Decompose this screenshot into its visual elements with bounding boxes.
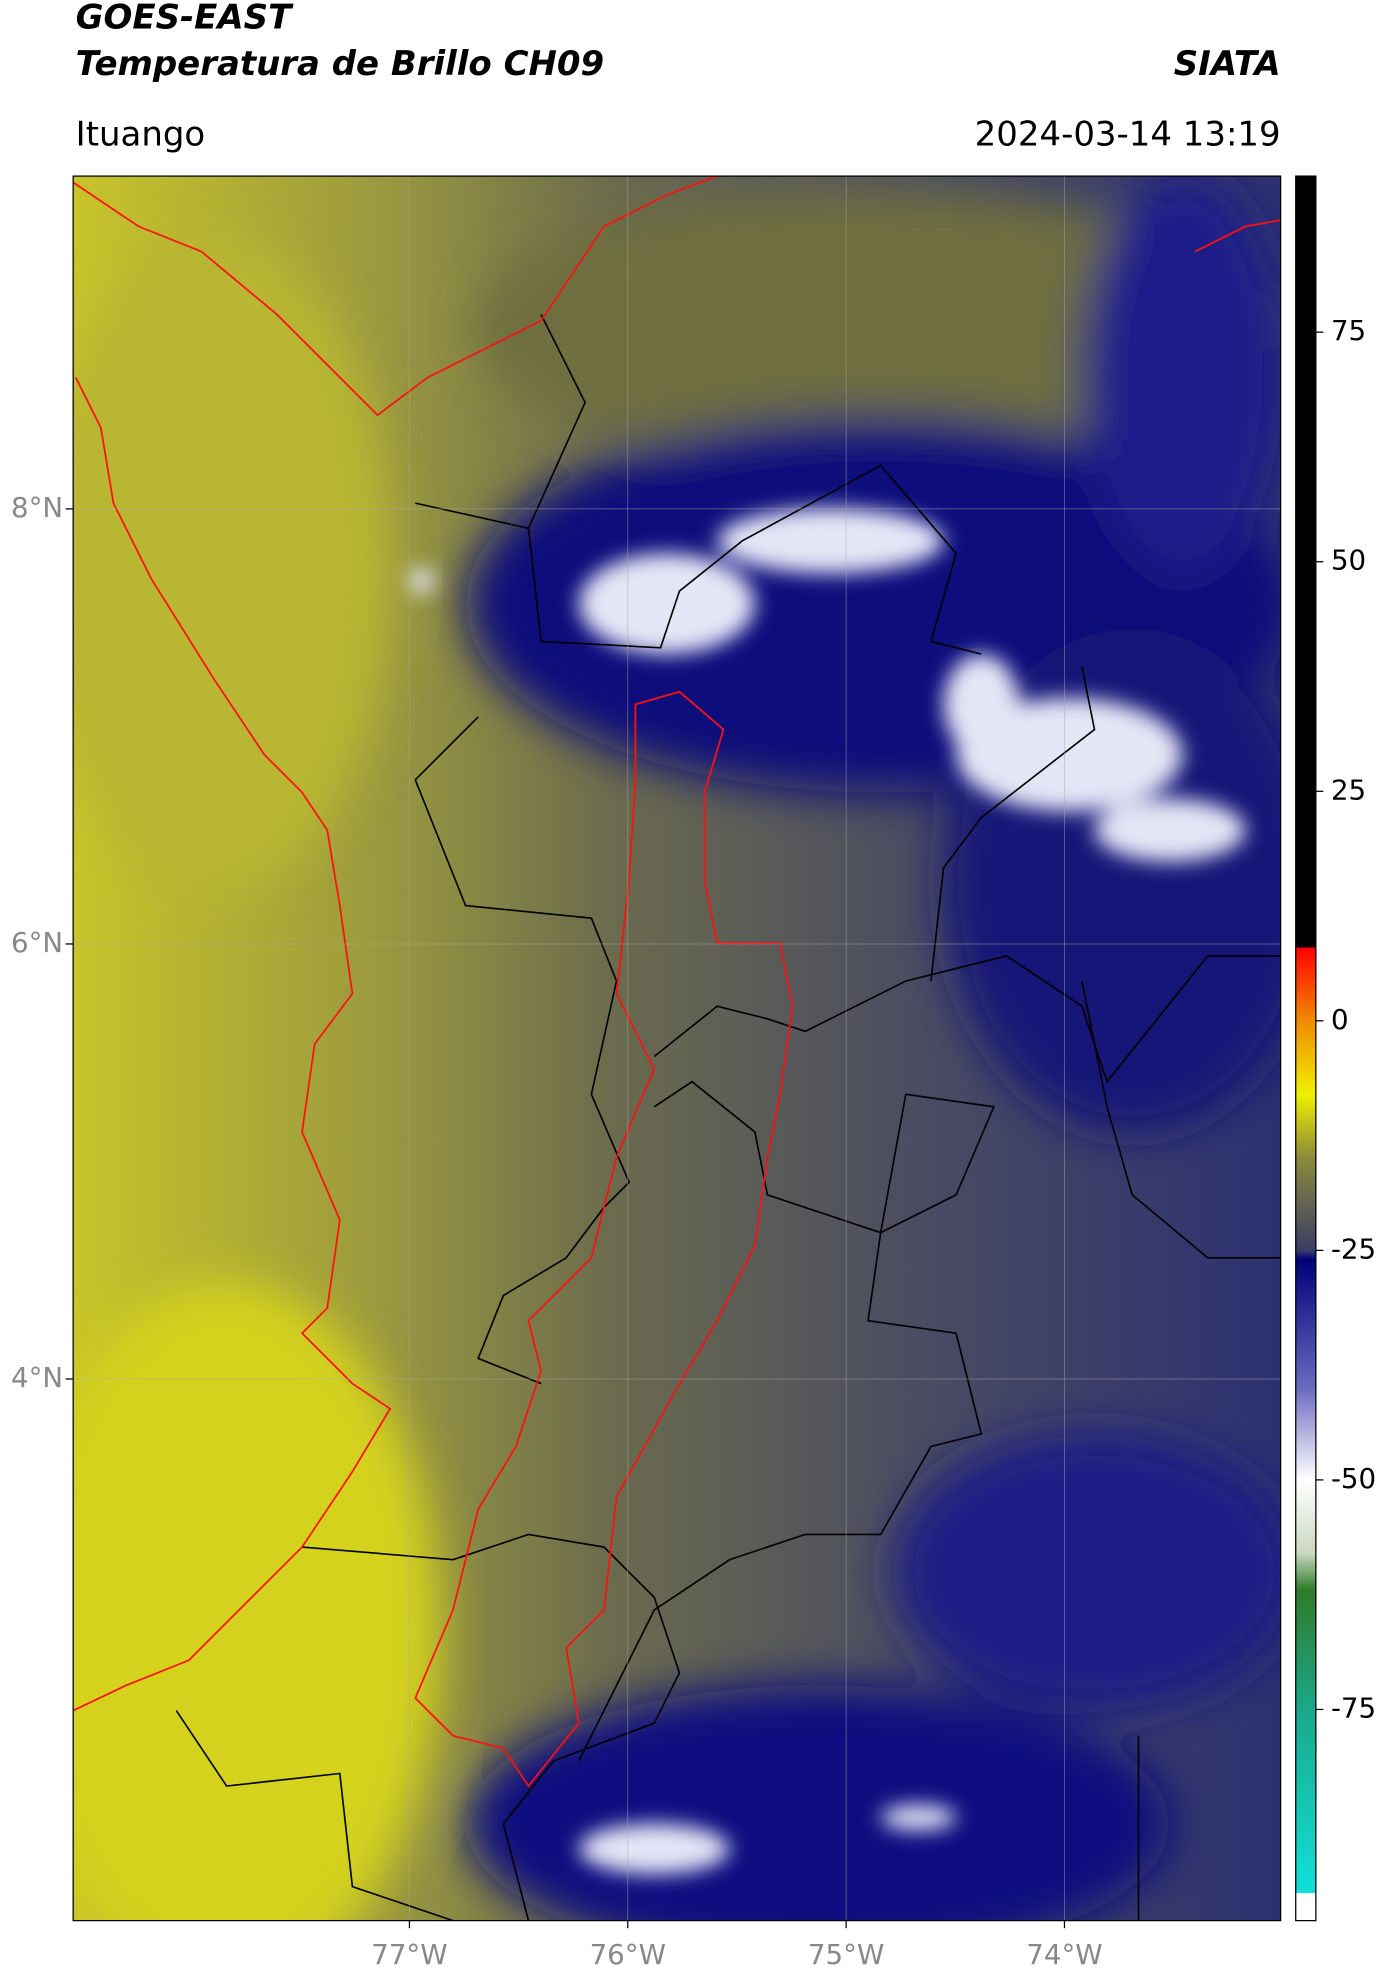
colorbar-tick-label: 75 (1331, 314, 1366, 347)
map-image (73, 176, 1281, 1921)
colorbar-scale (1295, 176, 1316, 1921)
y-tick-label: 6°N (11, 926, 63, 959)
colorbar: 75 50 25 0 -25 -50 -75 (1295, 176, 1376, 1921)
colorbar-tick-label: -50 (1331, 1462, 1376, 1495)
y-tick-label: 4°N (11, 1361, 63, 1394)
subtitle: Temperatura de Brillo CH09 (76, 44, 604, 84)
location: Ituango (76, 114, 206, 154)
x-tick-label: 76°W (590, 1938, 666, 1971)
source: SIATA (1174, 44, 1281, 84)
colorbar-tick-label: 0 (1331, 1003, 1349, 1036)
colorbar-tick-label: -25 (1331, 1232, 1376, 1265)
x-tick-label: 77°W (371, 1938, 447, 1971)
map-frame (72, 175, 1282, 1922)
colorbar-tick-label: 25 (1331, 773, 1366, 806)
x-tick-label: 75°W (808, 1938, 884, 1971)
grid (73, 176, 1281, 1921)
colorbar-tick-label: -75 (1331, 1691, 1376, 1724)
y-tick-label: 8°N (11, 491, 63, 524)
title: GOES-EAST (76, 0, 294, 37)
x-tick-label: 74°W (1026, 1938, 1102, 1971)
datetime: 2024-03-14 13:19 (975, 114, 1281, 154)
colorbar-tick-label: 50 (1331, 544, 1366, 577)
colorbar-frame (1295, 175, 1317, 1922)
